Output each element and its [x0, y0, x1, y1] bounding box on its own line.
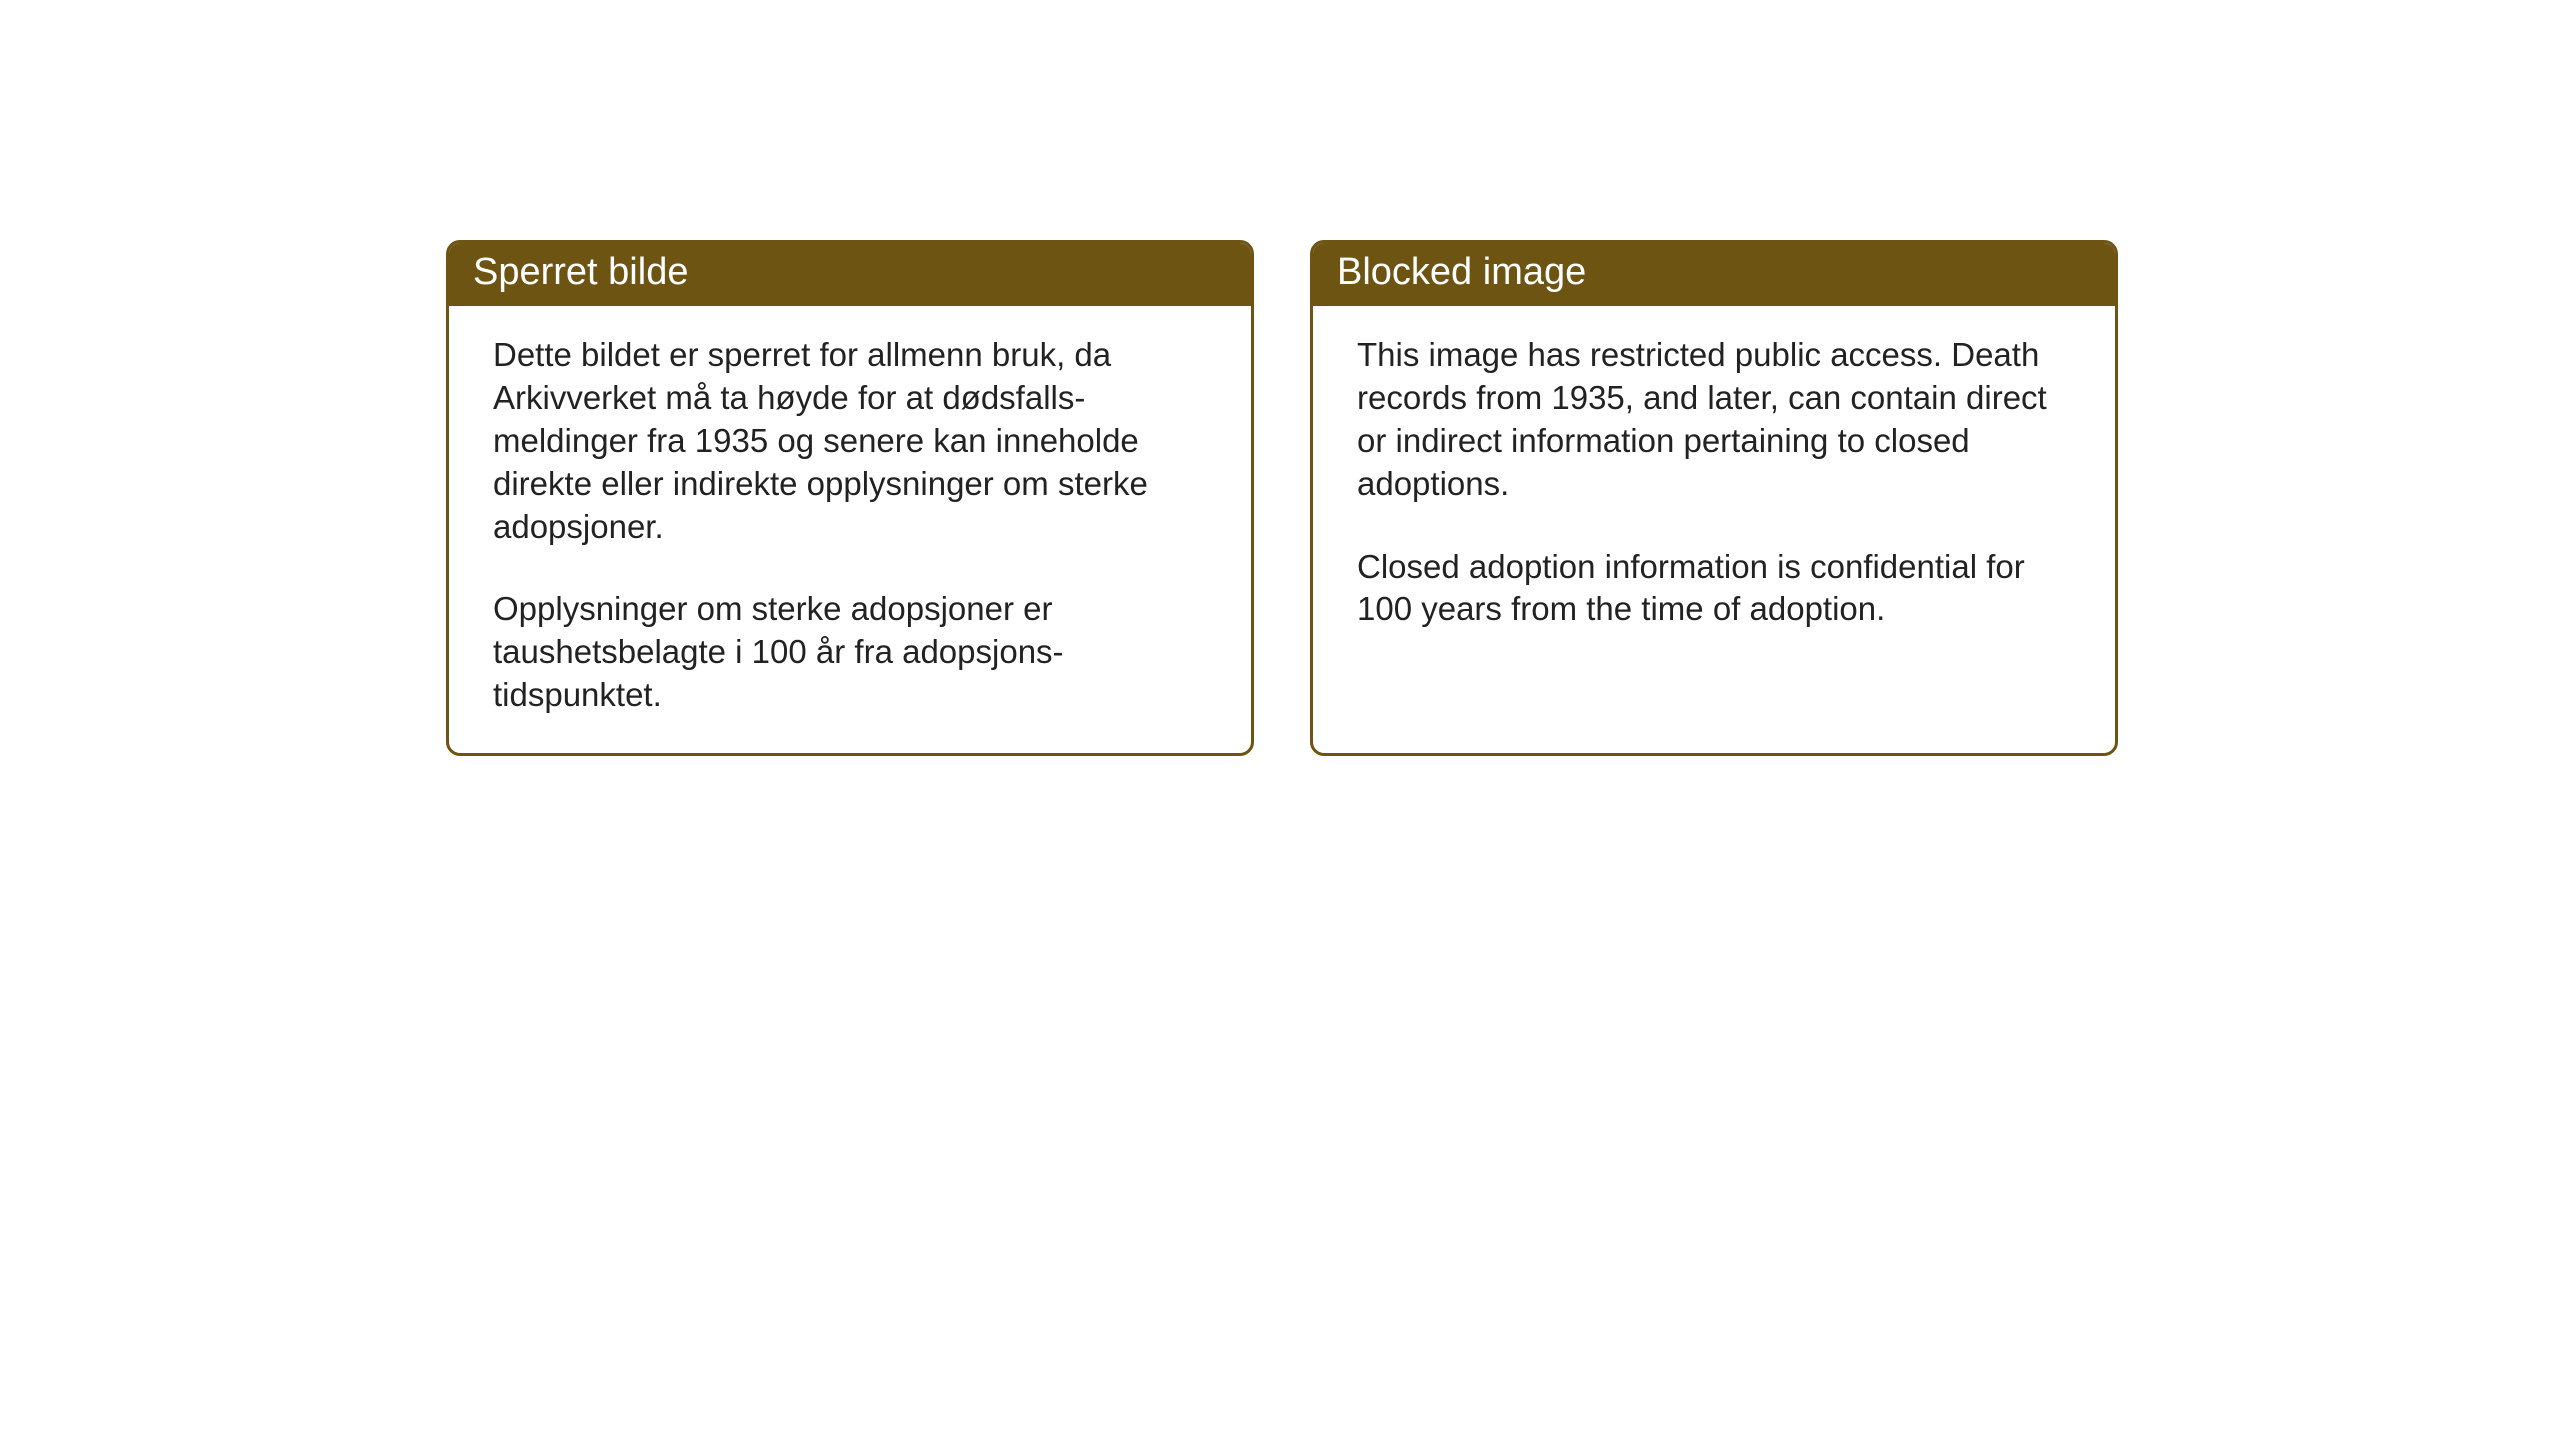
- notice-container: Sperret bilde Dette bildet er sperret fo…: [446, 240, 2118, 756]
- notice-title-english: Blocked image: [1313, 243, 2115, 306]
- notice-card-norwegian: Sperret bilde Dette bildet er sperret fo…: [446, 240, 1254, 756]
- notice-body-english: This image has restricted public access.…: [1313, 306, 2115, 746]
- notice-card-english: Blocked image This image has restricted …: [1310, 240, 2118, 756]
- notice-body-norwegian: Dette bildet er sperret for allmenn bruk…: [449, 306, 1251, 753]
- notice-paragraph-2-norwegian: Opplysninger om sterke adopsjoner er tau…: [493, 588, 1207, 717]
- notice-paragraph-1-norwegian: Dette bildet er sperret for allmenn bruk…: [493, 334, 1207, 548]
- notice-title-norwegian: Sperret bilde: [449, 243, 1251, 306]
- notice-paragraph-2-english: Closed adoption information is confident…: [1357, 546, 2071, 632]
- notice-paragraph-1-english: This image has restricted public access.…: [1357, 334, 2071, 506]
